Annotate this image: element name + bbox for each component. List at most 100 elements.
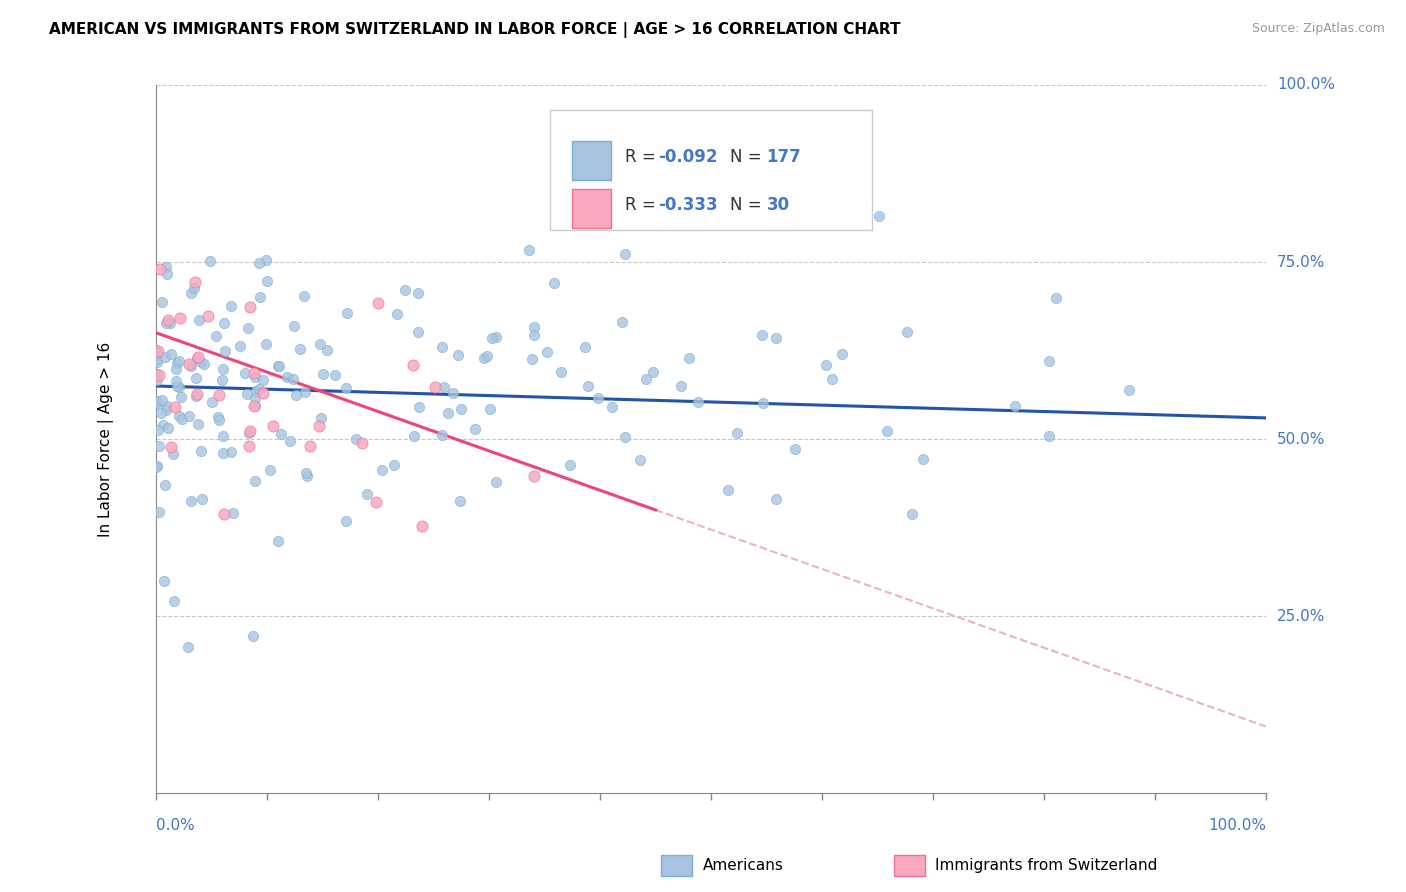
Point (669, 379, 692, 393)
Point (238, 439, 260, 453)
Point (536, 345, 558, 359)
Point (155, 350, 177, 364)
Point (198, 253, 221, 268)
Point (172, 412, 194, 426)
Point (254, 252, 277, 267)
Point (249, 290, 271, 304)
Point (152, 418, 174, 433)
Point (614, 429, 637, 443)
Point (187, 350, 209, 364)
Point (479, 401, 502, 416)
Point (371, 462, 394, 476)
Text: In Labor Force | Age > 16: In Labor Force | Age > 16 (98, 342, 114, 537)
Point (254, 337, 277, 351)
Text: N =: N = (730, 196, 766, 214)
Text: 100.0%: 100.0% (1277, 78, 1334, 93)
Point (408, 326, 430, 340)
Point (186, 387, 208, 401)
Point (600, 401, 623, 415)
Point (243, 399, 266, 413)
Point (148, 439, 170, 453)
Point (146, 368, 169, 383)
Point (464, 422, 486, 436)
Point (219, 445, 242, 459)
Point (270, 426, 292, 441)
Point (262, 418, 284, 433)
Point (239, 424, 262, 438)
Point (155, 403, 177, 417)
Point (634, 372, 657, 386)
Point (148, 505, 170, 519)
Point (242, 366, 264, 380)
Point (177, 640, 200, 654)
Point (717, 483, 740, 498)
Point (165, 374, 187, 388)
Point (1118, 384, 1140, 398)
Point (352, 436, 374, 450)
Point (295, 469, 318, 483)
Point (160, 346, 183, 360)
Point (267, 359, 290, 373)
Point (385, 307, 408, 321)
Point (560, 458, 582, 473)
Point (245, 475, 267, 489)
Point (436, 406, 458, 420)
Point (146, 373, 169, 387)
Point (243, 391, 266, 405)
Text: Americans: Americans (703, 858, 785, 872)
Point (155, 260, 177, 275)
Point (267, 534, 290, 549)
Point (485, 475, 508, 490)
Point (148, 423, 170, 437)
Point (146, 355, 169, 369)
Point (323, 368, 346, 383)
Point (267, 359, 290, 373)
Point (364, 495, 387, 509)
Point (1038, 354, 1060, 368)
Point (180, 493, 202, 508)
Point (238, 321, 260, 335)
Point (294, 466, 316, 480)
Text: Source: ZipAtlas.com: Source: ZipAtlas.com (1251, 22, 1385, 36)
Point (214, 344, 236, 359)
Point (283, 319, 305, 334)
Point (574, 340, 596, 354)
Point (190, 443, 212, 458)
Point (523, 327, 546, 342)
Point (211, 445, 233, 459)
Text: 75.0%: 75.0% (1277, 254, 1326, 269)
Point (190, 492, 212, 507)
Point (163, 401, 186, 415)
Point (432, 340, 454, 354)
Text: 0.0%: 0.0% (156, 818, 195, 833)
Point (233, 366, 256, 380)
Point (831, 347, 853, 361)
Point (335, 514, 357, 528)
Point (765, 491, 787, 506)
Point (281, 372, 304, 386)
Point (166, 378, 188, 392)
Point (449, 494, 471, 508)
Point (152, 574, 174, 588)
Point (229, 339, 252, 353)
Point (212, 429, 235, 443)
Point (242, 629, 264, 643)
Point (686, 394, 709, 409)
Point (725, 426, 748, 441)
Point (247, 382, 270, 396)
Point (150, 406, 173, 420)
FancyBboxPatch shape (550, 110, 872, 230)
Point (481, 331, 503, 345)
Point (475, 349, 498, 363)
Point (678, 351, 700, 366)
Point (186, 389, 208, 403)
Point (146, 394, 169, 409)
Point (219, 299, 242, 313)
Point (201, 394, 224, 409)
Point (243, 399, 266, 413)
Text: N =: N = (730, 148, 766, 166)
Point (211, 373, 233, 387)
Point (309, 337, 332, 351)
Text: 25.0%: 25.0% (1277, 608, 1326, 624)
Point (157, 313, 180, 327)
